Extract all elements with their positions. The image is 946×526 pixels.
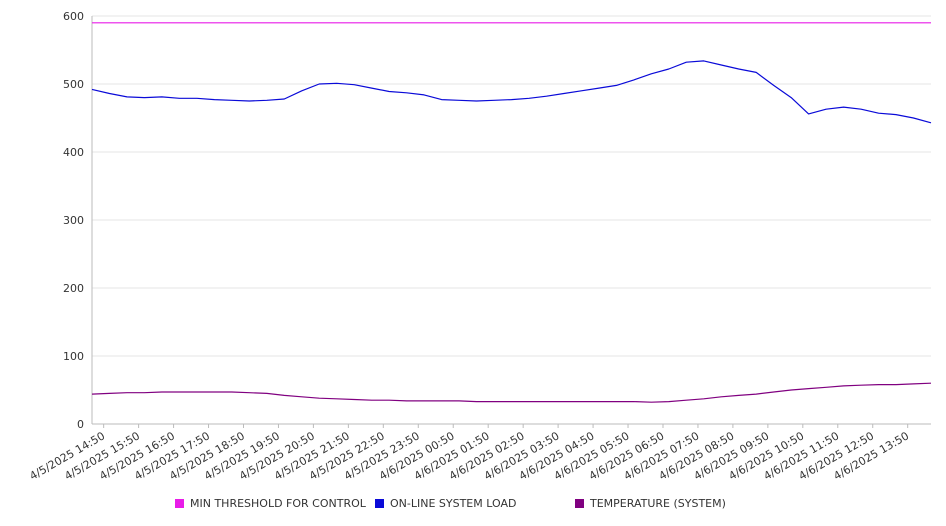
y-tick-label: 500	[63, 78, 84, 91]
y-tick-label: 400	[63, 146, 84, 159]
y-tick-label: 0	[77, 418, 84, 431]
legend-item-threshold: MIN THRESHOLD FOR CONTROL	[175, 497, 366, 510]
legend-label-system-load: ON-LINE SYSTEM LOAD	[390, 497, 517, 510]
legend-swatch-system-load	[375, 499, 384, 508]
legend-swatch-temperature	[575, 499, 584, 508]
y-tick-label: 300	[63, 214, 84, 227]
legend: MIN THRESHOLD FOR CONTROL ON-LINE SYSTEM…	[0, 497, 946, 513]
y-tick-label: 100	[63, 350, 84, 363]
legend-label-threshold: MIN THRESHOLD FOR CONTROL	[190, 497, 366, 510]
legend-label-temperature: TEMPERATURE (SYSTEM)	[590, 497, 726, 510]
y-tick-label: 200	[63, 282, 84, 295]
legend-item-temperature: TEMPERATURE (SYSTEM)	[575, 497, 726, 510]
y-tick-label: 600	[63, 10, 84, 23]
series-line-temperature	[91, 382, 932, 403]
series-line-system-load	[91, 60, 932, 124]
legend-swatch-threshold	[175, 499, 184, 508]
legend-item-system-load: ON-LINE SYSTEM LOAD	[375, 497, 516, 510]
